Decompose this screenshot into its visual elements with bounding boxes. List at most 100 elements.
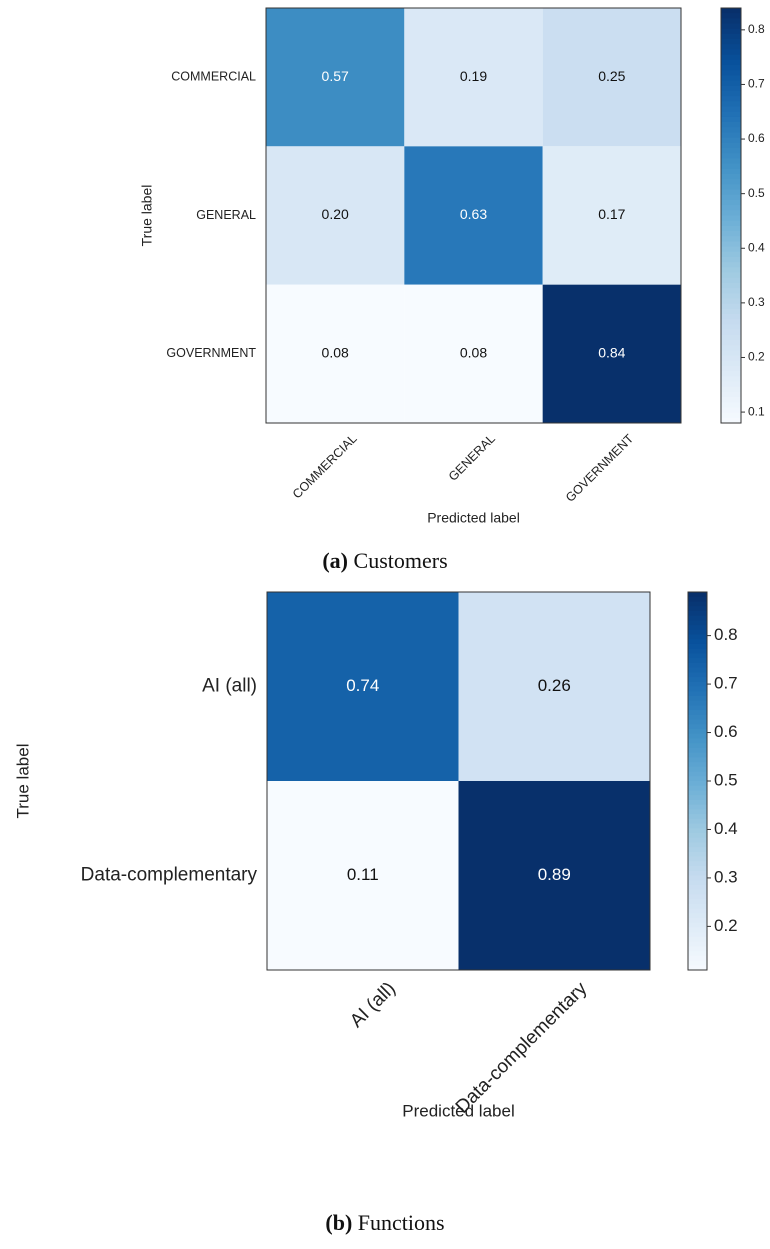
cell-value-label: 0.19 — [460, 68, 487, 84]
colorbar-segment — [688, 955, 707, 962]
colorbar-segment — [688, 634, 707, 640]
colorbar-segment — [721, 355, 741, 362]
colorbar-segment — [688, 592, 707, 598]
colorbar-tick-label: 0.6 — [714, 722, 738, 741]
colorbar-segment — [721, 293, 741, 300]
colorbar-segment — [688, 875, 707, 881]
colorbar-segment — [688, 766, 707, 773]
colorbar-segment — [688, 903, 707, 910]
colorbar-segment — [721, 371, 741, 377]
colorbar-segment — [721, 210, 741, 217]
colorbar-segment — [688, 918, 707, 924]
colorbar-segment — [688, 842, 707, 848]
colorbar-segment — [721, 397, 741, 403]
colorbar-segment — [721, 220, 741, 227]
colorbar-segment — [721, 376, 741, 383]
colorbar-segment — [721, 179, 741, 185]
colorbar-segment — [688, 927, 707, 933]
colorbar-segment — [688, 743, 707, 749]
colorbar-segment — [688, 965, 707, 971]
heatmap-cell — [404, 146, 543, 285]
colorbar-segment — [688, 667, 707, 673]
heatmap-cell — [542, 8, 681, 147]
heatmap-cell — [404, 284, 543, 423]
colorbar-segment — [721, 412, 741, 419]
colorbar-segment — [721, 199, 741, 206]
colorbar-segment — [721, 386, 741, 393]
colorbar-tick-label: 0.8 — [714, 625, 738, 644]
caption-text: Customers — [353, 548, 448, 573]
colorbar-segment — [688, 818, 707, 825]
colorbar-segment — [721, 215, 741, 222]
colorbar-segment — [721, 407, 741, 414]
colorbar-segment — [721, 85, 741, 92]
colorbar-segment — [688, 752, 707, 758]
heatmap-cell — [267, 592, 459, 781]
colorbar-segment — [721, 65, 741, 71]
cell-value-label: 0.84 — [598, 345, 625, 361]
colorbar-segment — [688, 781, 707, 787]
colorbar-segment — [688, 951, 707, 957]
colorbar-segment — [721, 153, 741, 160]
colorbar-tick-label: 0.2 — [748, 350, 765, 364]
colorbar-segment — [688, 856, 707, 862]
colorbar-segment — [721, 225, 741, 232]
colorbar-segment — [721, 106, 741, 113]
colorbar-segment — [688, 615, 707, 621]
colorbar-segment — [721, 277, 741, 284]
colorbar-segment — [721, 251, 741, 258]
colorbar-segment — [688, 832, 707, 839]
x-tick-label: COMMERCIAL — [290, 432, 360, 502]
colorbar-segment — [721, 334, 741, 341]
colorbar-segment — [688, 757, 707, 763]
cell-value-label: 0.17 — [598, 206, 625, 222]
caption-tag: (b) — [325, 1210, 353, 1235]
colorbar-tick-label: 0.1 — [748, 404, 765, 418]
y-tick-label: Data-complementary — [81, 865, 258, 886]
y-tick-label: COMMERCIAL — [171, 69, 256, 83]
colorbar-segment — [721, 75, 741, 82]
colorbar-tick-label: 0.4 — [714, 819, 738, 838]
x-axis-label: Predicted label — [427, 510, 520, 526]
cell-value-label: 0.11 — [347, 865, 379, 884]
colorbar-tick-label: 0.3 — [714, 867, 738, 886]
y-tick-label: GENERAL — [196, 208, 256, 222]
colorbar-segment — [721, 236, 741, 243]
colorbar-tick-label: 0.2 — [714, 916, 738, 935]
colorbar-segment — [688, 861, 707, 867]
heatmap-functions: 0.74 0.26 0.11 0.89 AI (all) Data-complementa… — [13, 591, 738, 1120]
colorbar-segment — [721, 39, 741, 45]
colorbar-segment — [721, 111, 741, 118]
colorbar-segment — [721, 168, 741, 175]
colorbar-segment — [688, 880, 707, 886]
cell-value-label: 0.74 — [346, 676, 379, 695]
colorbar-segment — [721, 262, 741, 268]
cell-value-label: 0.08 — [322, 345, 349, 361]
colorbar-tick-label: 0.5 — [714, 770, 738, 789]
colorbar-segment — [721, 91, 741, 97]
colorbar-segment — [721, 96, 741, 102]
colorbar-segment — [721, 132, 741, 139]
colorbar-segment — [721, 314, 741, 320]
colorbar-tick-label: 0.4 — [748, 240, 765, 254]
cell-value-label: 0.08 — [460, 345, 487, 361]
colorbar-segment — [688, 700, 707, 706]
colorbar-segment — [721, 13, 741, 19]
colorbar-segment — [688, 724, 707, 730]
colorbar-segment — [688, 710, 707, 716]
colorbar-segment — [721, 246, 741, 253]
cell-value-label: 0.20 — [322, 206, 349, 222]
colorbar-segment — [688, 601, 707, 607]
colorbar-segment — [688, 960, 707, 966]
colorbar-tick-label: 0.6 — [748, 131, 765, 145]
colorbar-segment — [721, 59, 741, 66]
x-axis-label: Predicted label — [402, 1101, 514, 1120]
colorbar-segment — [688, 884, 707, 891]
x-tick-label: Data-complementary — [452, 978, 592, 1118]
colorbar-segment — [721, 350, 741, 357]
colorbar-segment — [688, 677, 707, 683]
caption-customers: (a) Customers — [0, 548, 770, 574]
colorbar-segment — [688, 681, 707, 688]
colorbar-segment — [688, 809, 707, 815]
heatmap-cell — [404, 8, 543, 147]
